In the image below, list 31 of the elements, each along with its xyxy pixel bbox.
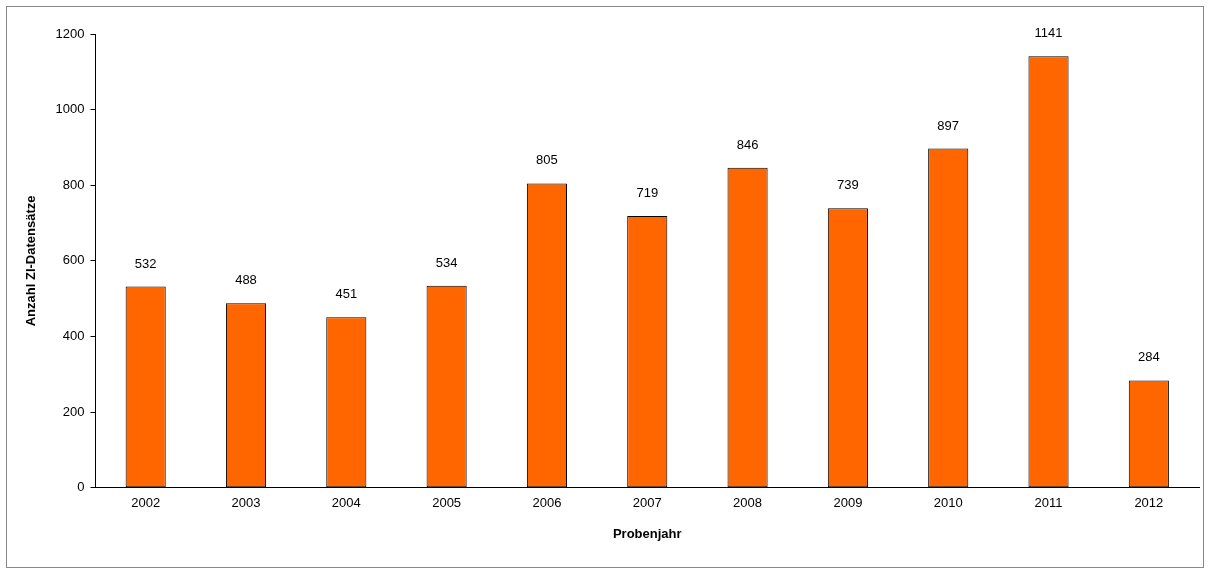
y-tick-label: 800 xyxy=(62,176,85,192)
data-label: 846 xyxy=(736,136,759,152)
y-tick-label: 400 xyxy=(62,328,85,344)
x-tick-label: 2008 xyxy=(733,495,763,511)
y-tick-label: 200 xyxy=(62,403,85,419)
data-label: 805 xyxy=(536,152,558,168)
x-axis-title: Probenjahr xyxy=(612,525,682,541)
data-label: 532 xyxy=(134,255,157,271)
x-tick-label: 2007 xyxy=(632,495,662,511)
y-tick-label: 600 xyxy=(62,252,85,268)
y-tick-label: 1000 xyxy=(55,101,85,117)
data-label: 739 xyxy=(837,177,859,193)
y-tick-label: 0 xyxy=(77,479,85,495)
x-tick-label: 2011 xyxy=(1034,495,1063,511)
data-label: 534 xyxy=(435,254,458,270)
x-tick-label: 2003 xyxy=(231,495,261,511)
y-tick-label: 1200 xyxy=(55,25,85,41)
x-tick-label: 2006 xyxy=(532,495,562,511)
data-label: 897 xyxy=(937,117,960,133)
x-tick-label: 2004 xyxy=(331,495,361,511)
data-label: 488 xyxy=(235,272,257,288)
data-label: 1141 xyxy=(1034,25,1063,41)
x-tick-label: 2010 xyxy=(933,495,963,511)
x-tick-label: 2012 xyxy=(1134,495,1164,511)
x-tick-label: 2005 xyxy=(432,495,462,511)
x-tick-label: 2009 xyxy=(833,495,863,511)
y-axis-title: Anzahl ZI-Datensätze xyxy=(23,195,39,327)
data-label: 451 xyxy=(335,286,358,302)
data-label: 719 xyxy=(636,184,659,200)
x-tick-label: 2002 xyxy=(131,495,161,511)
data-label: 284 xyxy=(1137,349,1160,365)
